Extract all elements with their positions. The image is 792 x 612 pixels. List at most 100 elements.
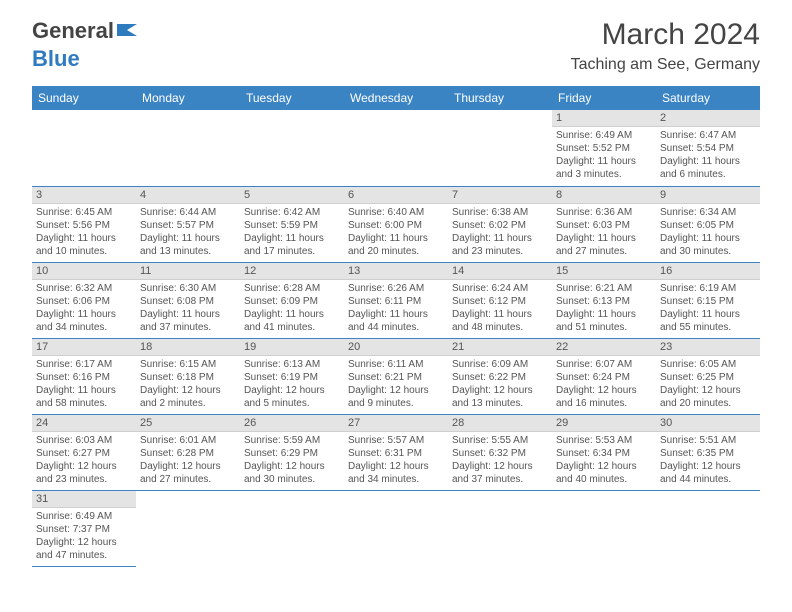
detail-line: Sunrise: 5:57 AM [348, 434, 444, 447]
day-details: Sunrise: 6:42 AMSunset: 5:59 PMDaylight:… [240, 204, 344, 262]
day-details: Sunrise: 6:32 AMSunset: 6:06 PMDaylight:… [32, 280, 136, 338]
calendar-row: 31Sunrise: 6:49 AMSunset: 7:37 PMDayligh… [32, 490, 760, 566]
day-details: Sunrise: 6:15 AMSunset: 6:18 PMDaylight:… [136, 356, 240, 414]
calendar-cell [656, 490, 760, 566]
detail-line: Sunrise: 6:34 AM [660, 206, 756, 219]
detail-line: Sunrise: 5:53 AM [556, 434, 652, 447]
detail-line: Daylight: 11 hours [348, 232, 444, 245]
detail-line: Daylight: 11 hours [660, 308, 756, 321]
calendar-cell: 1Sunrise: 6:49 AMSunset: 5:52 PMDaylight… [552, 110, 656, 186]
detail-line: Sunset: 6:31 PM [348, 447, 444, 460]
day-number: 5 [240, 187, 344, 204]
detail-line: Sunrise: 5:51 AM [660, 434, 756, 447]
detail-line: Sunrise: 6:28 AM [244, 282, 340, 295]
day-details: Sunrise: 6:30 AMSunset: 6:08 PMDaylight:… [136, 280, 240, 338]
detail-line: Daylight: 12 hours [660, 384, 756, 397]
detail-line: Sunset: 6:13 PM [556, 295, 652, 308]
detail-line: Sunrise: 6:40 AM [348, 206, 444, 219]
day-number: 22 [552, 339, 656, 356]
detail-line: Daylight: 12 hours [660, 460, 756, 473]
detail-line: and 17 minutes. [244, 245, 340, 258]
detail-line: and 3 minutes. [556, 168, 652, 181]
calendar-row: 1Sunrise: 6:49 AMSunset: 5:52 PMDaylight… [32, 110, 760, 186]
detail-line: Sunrise: 6:26 AM [348, 282, 444, 295]
detail-line: Sunrise: 6:21 AM [556, 282, 652, 295]
detail-line: Sunrise: 6:36 AM [556, 206, 652, 219]
day-details: Sunrise: 6:03 AMSunset: 6:27 PMDaylight:… [32, 432, 136, 490]
calendar-cell: 11Sunrise: 6:30 AMSunset: 6:08 PMDayligh… [136, 262, 240, 338]
day-details: Sunrise: 6:05 AMSunset: 6:25 PMDaylight:… [656, 356, 760, 414]
detail-line: Sunset: 6:35 PM [660, 447, 756, 460]
calendar-cell: 5Sunrise: 6:42 AMSunset: 5:59 PMDaylight… [240, 186, 344, 262]
detail-line: Daylight: 12 hours [244, 384, 340, 397]
weekday-header: Monday [136, 86, 240, 110]
weekday-row: SundayMondayTuesdayWednesdayThursdayFrid… [32, 86, 760, 110]
day-details: Sunrise: 6:49 AMSunset: 7:37 PMDaylight:… [32, 508, 136, 566]
day-number: 25 [136, 415, 240, 432]
day-number: 28 [448, 415, 552, 432]
calendar-cell: 13Sunrise: 6:26 AMSunset: 6:11 PMDayligh… [344, 262, 448, 338]
detail-line: Daylight: 11 hours [244, 308, 340, 321]
detail-line: Sunrise: 6:42 AM [244, 206, 340, 219]
day-number: 24 [32, 415, 136, 432]
detail-line: Sunset: 6:11 PM [348, 295, 444, 308]
detail-line: Daylight: 12 hours [36, 460, 132, 473]
detail-line: Sunset: 6:00 PM [348, 219, 444, 232]
detail-line: and 34 minutes. [36, 321, 132, 334]
day-number: 23 [656, 339, 760, 356]
day-details: Sunrise: 6:36 AMSunset: 6:03 PMDaylight:… [552, 204, 656, 262]
detail-line: Sunrise: 5:59 AM [244, 434, 340, 447]
detail-line: and 27 minutes. [556, 245, 652, 258]
calendar-cell [240, 110, 344, 186]
detail-line: Sunset: 6:25 PM [660, 371, 756, 384]
detail-line: and 44 minutes. [660, 473, 756, 486]
detail-line: and 10 minutes. [36, 245, 132, 258]
day-details: Sunrise: 5:53 AMSunset: 6:34 PMDaylight:… [552, 432, 656, 490]
detail-line: Daylight: 12 hours [556, 384, 652, 397]
calendar-cell: 25Sunrise: 6:01 AMSunset: 6:28 PMDayligh… [136, 414, 240, 490]
logo-text-2: Blue [32, 46, 80, 72]
day-details: Sunrise: 6:13 AMSunset: 6:19 PMDaylight:… [240, 356, 344, 414]
detail-line: Daylight: 11 hours [36, 232, 132, 245]
calendar-cell: 2Sunrise: 6:47 AMSunset: 5:54 PMDaylight… [656, 110, 760, 186]
day-details: Sunrise: 6:45 AMSunset: 5:56 PMDaylight:… [32, 204, 136, 262]
day-number: 6 [344, 187, 448, 204]
detail-line: Daylight: 11 hours [660, 232, 756, 245]
detail-line: and 2 minutes. [140, 397, 236, 410]
day-number: 11 [136, 263, 240, 280]
detail-line: Sunset: 5:59 PM [244, 219, 340, 232]
weekday-header: Wednesday [344, 86, 448, 110]
day-number: 16 [656, 263, 760, 280]
weekday-header: Tuesday [240, 86, 344, 110]
detail-line: Sunrise: 6:01 AM [140, 434, 236, 447]
calendar-cell: 30Sunrise: 5:51 AMSunset: 6:35 PMDayligh… [656, 414, 760, 490]
detail-line: Daylight: 12 hours [556, 460, 652, 473]
detail-line: Sunset: 6:18 PM [140, 371, 236, 384]
detail-line: Sunset: 5:57 PM [140, 219, 236, 232]
calendar-cell: 16Sunrise: 6:19 AMSunset: 6:15 PMDayligh… [656, 262, 760, 338]
calendar-cell [448, 490, 552, 566]
day-number: 4 [136, 187, 240, 204]
detail-line: Sunrise: 6:24 AM [452, 282, 548, 295]
detail-line: Sunset: 6:27 PM [36, 447, 132, 460]
detail-line: Sunset: 6:08 PM [140, 295, 236, 308]
detail-line: Sunset: 6:16 PM [36, 371, 132, 384]
logo: General [32, 18, 139, 44]
day-details: Sunrise: 5:59 AMSunset: 6:29 PMDaylight:… [240, 432, 344, 490]
day-details: Sunrise: 6:21 AMSunset: 6:13 PMDaylight:… [552, 280, 656, 338]
calendar-row: 10Sunrise: 6:32 AMSunset: 6:06 PMDayligh… [32, 262, 760, 338]
detail-line: Sunset: 6:02 PM [452, 219, 548, 232]
day-number: 27 [344, 415, 448, 432]
detail-line: Daylight: 11 hours [452, 308, 548, 321]
calendar-cell: 26Sunrise: 5:59 AMSunset: 6:29 PMDayligh… [240, 414, 344, 490]
detail-line: Daylight: 11 hours [36, 308, 132, 321]
calendar-cell: 21Sunrise: 6:09 AMSunset: 6:22 PMDayligh… [448, 338, 552, 414]
calendar-cell: 27Sunrise: 5:57 AMSunset: 6:31 PMDayligh… [344, 414, 448, 490]
detail-line: Sunrise: 6:49 AM [556, 129, 652, 142]
weekday-header: Friday [552, 86, 656, 110]
detail-line: and 13 minutes. [140, 245, 236, 258]
calendar-cell: 18Sunrise: 6:15 AMSunset: 6:18 PMDayligh… [136, 338, 240, 414]
detail-line: Daylight: 11 hours [348, 308, 444, 321]
calendar-cell: 8Sunrise: 6:36 AMSunset: 6:03 PMDaylight… [552, 186, 656, 262]
weekday-header: Saturday [656, 86, 760, 110]
